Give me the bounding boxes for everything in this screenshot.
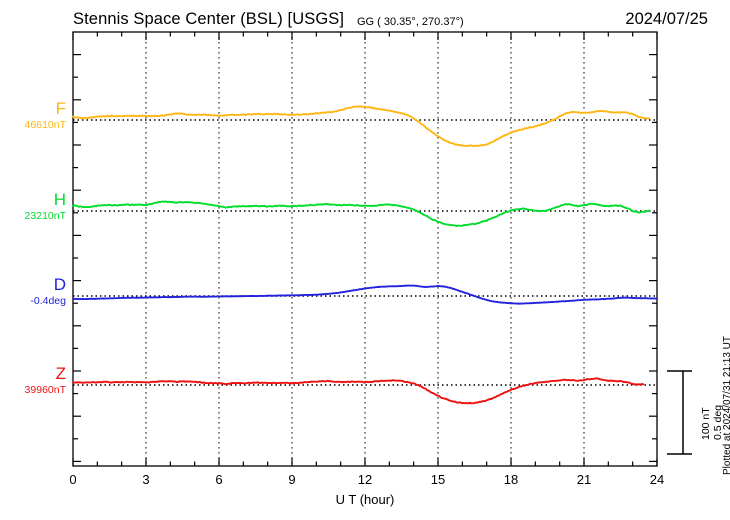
trace-z xyxy=(72,377,645,405)
trace-f xyxy=(72,105,651,148)
series-letter-f: F xyxy=(55,99,66,118)
x-tick-label: 9 xyxy=(288,472,296,487)
series-baseline-f: 46610nT xyxy=(24,119,66,131)
x-tick-label: 15 xyxy=(430,472,446,487)
scale-bar-nt-label: 100 nT xyxy=(700,407,712,440)
series-baseline-z: 39960nT xyxy=(24,384,66,396)
observation-date: 2024/07/25 xyxy=(625,10,708,28)
x-axis-title: U T (hour) xyxy=(335,492,395,507)
series-baseline-d: -0.4deg xyxy=(30,295,66,307)
series-letter-z: Z xyxy=(55,364,66,383)
plot-frame xyxy=(72,31,658,467)
series-baseline-h: 23210nT xyxy=(24,210,66,222)
x-tick-label: 0 xyxy=(69,472,77,487)
x-tick-label: 3 xyxy=(142,472,150,487)
plotted-at-label: Plotted at 2024/07/31 21:13 UT xyxy=(722,336,730,475)
series-letter-d: D xyxy=(53,275,66,294)
x-tick-label: 18 xyxy=(503,472,519,487)
trace-h xyxy=(72,200,651,227)
series-label-d: D -0.4deg xyxy=(4,276,66,307)
station-coordinates: GG ( 30.35°, 270.37°) xyxy=(357,16,464,28)
page-title: Stennis Space Center (BSL) [USGS] xyxy=(73,10,345,28)
x-tick-label: 12 xyxy=(357,472,373,487)
x-tick-label: 6 xyxy=(215,472,223,487)
series-label-z: Z 39960nT xyxy=(4,365,66,396)
series-letter-h: H xyxy=(53,190,66,209)
series-label-h: H 23210nT xyxy=(4,191,66,222)
x-tick-label: 21 xyxy=(576,472,592,487)
trace-d xyxy=(72,284,658,305)
x-tick-label: 24 xyxy=(649,472,665,487)
series-label-f: F 46610nT xyxy=(4,100,66,131)
